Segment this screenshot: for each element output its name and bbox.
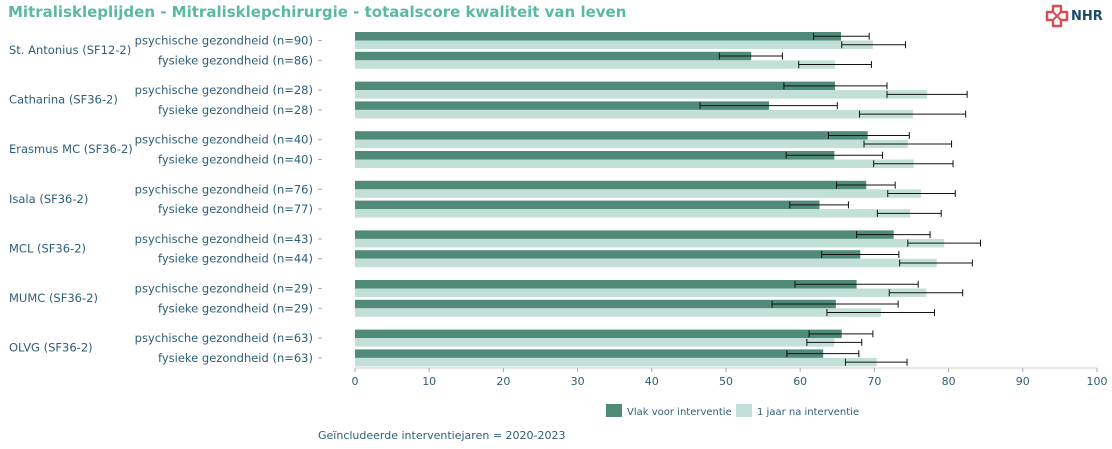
row-label: psychische gezondheid (n=43) [135, 232, 313, 246]
x-tick-label: 10 [422, 375, 436, 388]
x-tick-label: 70 [867, 375, 881, 388]
bar-after [355, 308, 882, 317]
row-label: psychische gezondheid (n=40) [135, 133, 313, 147]
chart-title: Mitraliskleplijden - Mitralisklepchirurg… [8, 3, 627, 21]
group-label: MCL (SF36-2) [9, 241, 86, 255]
x-tick-label: 20 [496, 375, 510, 388]
bar-after [355, 209, 911, 218]
footer-note: Geïncludeerde interventiejaren = 2020-20… [318, 429, 566, 442]
x-tick-label: 50 [719, 375, 733, 388]
logo-text: NHR [1071, 8, 1103, 24]
bar-after [355, 258, 937, 268]
bar-after [355, 40, 873, 49]
row-label: fysieke gezondheid (n=28) [158, 103, 313, 117]
group-label: MUMC (SF36-2) [9, 291, 98, 305]
row-label: fysieke gezondheid (n=40) [158, 153, 313, 167]
bar-before [355, 280, 857, 289]
nhr-logo: NHR [1045, 3, 1107, 29]
bar-before [355, 131, 868, 140]
bar-before [355, 299, 836, 309]
x-tick-label: 0 [352, 375, 359, 388]
x-tick-label: 30 [571, 375, 585, 388]
bar-after [355, 90, 928, 99]
legend-swatch-before [606, 404, 622, 417]
bar-after [355, 139, 908, 149]
nhr-cross-icon [1045, 4, 1069, 28]
group-label: OLVG (SF36-2) [9, 341, 93, 355]
bar-before [355, 200, 820, 210]
row-label: fysieke gezondheid (n=44) [158, 252, 313, 266]
row-label: psychische gezondheid (n=29) [135, 282, 313, 296]
x-tick-label: 80 [942, 375, 956, 388]
x-tick-label: 90 [1016, 375, 1030, 388]
bar-after [355, 357, 877, 367]
row-label: fysieke gezondheid (n=29) [158, 301, 313, 315]
bar-after [355, 238, 945, 248]
bar-before [355, 81, 836, 91]
bar-before [355, 180, 867, 190]
bar-before [355, 250, 861, 259]
bar-after [355, 60, 836, 69]
legend-label-before: Vlak voor interventie [627, 407, 732, 418]
x-tick-label: 100 [1087, 375, 1108, 388]
bar-after [355, 338, 835, 347]
row-label: psychische gezondheid (n=76) [135, 182, 313, 196]
group-label: Catharina (SF36-2) [9, 93, 118, 107]
bar-before [355, 32, 842, 41]
bar-after [355, 288, 927, 297]
row-label: psychische gezondheid (n=90) [135, 34, 313, 48]
row-label: fysieke gezondheid (n=86) [158, 53, 313, 67]
bar-before [355, 349, 824, 358]
group-label: Isala (SF36-2) [9, 192, 88, 206]
group-label: Erasmus MC (SF36-2) [9, 142, 133, 156]
x-tick-label: 60 [793, 375, 807, 388]
row-label: fysieke gezondheid (n=77) [158, 202, 313, 216]
legend-swatch-after [736, 404, 752, 417]
row-label: fysieke gezondheid (n=63) [158, 351, 313, 365]
bar-before [355, 329, 842, 339]
bar-after [355, 109, 913, 119]
row-label: psychische gezondheid (n=28) [135, 83, 313, 97]
bar-after [355, 159, 914, 168]
bar-before [355, 230, 894, 239]
bar-before [355, 51, 752, 61]
legend-label-after: 1 jaar na interventie [757, 407, 859, 418]
x-tick-label: 40 [645, 375, 659, 388]
bar-before [355, 151, 835, 160]
bar-after [355, 189, 922, 198]
bar-before [355, 101, 770, 110]
row-label: psychische gezondheid (n=63) [135, 331, 313, 345]
group-label: St. Antonius (SF12-2) [9, 43, 131, 57]
